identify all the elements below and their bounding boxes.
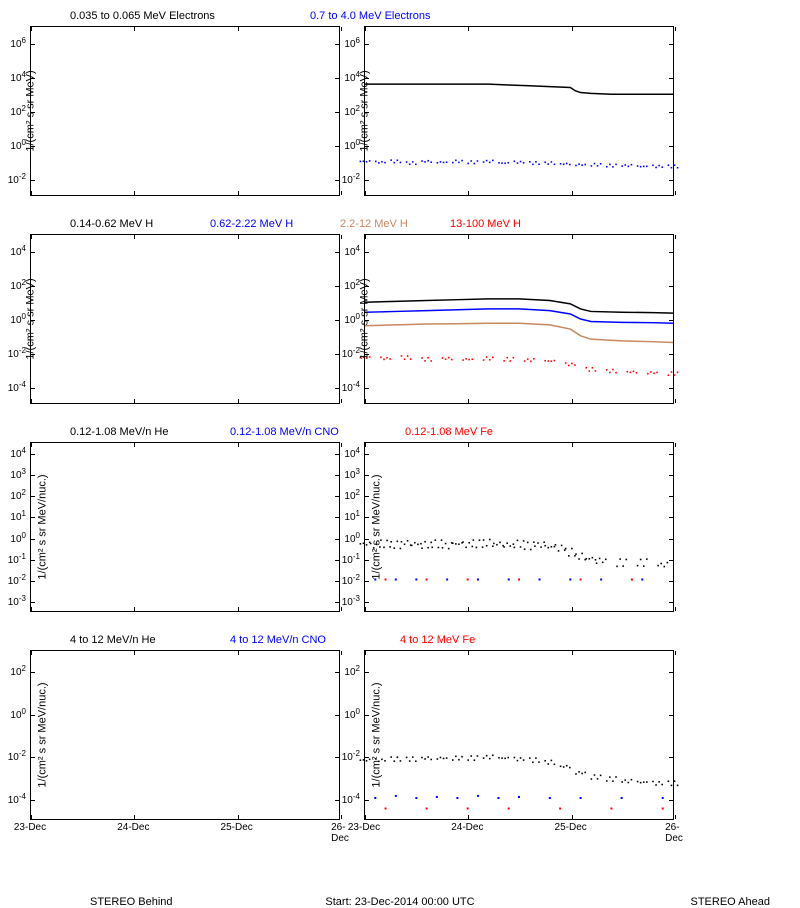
chart-panel-right: 1/(cm² s sr MeV)10-2100102104106	[364, 26, 674, 196]
series-title: 0.12-1.08 MeV Fe	[405, 426, 493, 438]
footer-left: STEREO Behind	[90, 896, 173, 908]
series-title: 4 to 12 MeV/n CNO	[230, 634, 326, 646]
figure-container: 0.035 to 0.065 MeV Electrons 0.7 to 4.0 M…	[0, 0, 800, 900]
series-title: 0.14-0.62 MeV H	[70, 218, 153, 230]
footer-right: STEREO Ahead	[691, 896, 771, 908]
row-titles: 0.035 to 0.065 MeV Electrons 0.7 to 4.0 M…	[30, 10, 790, 26]
row-titles: 0.14-0.62 MeV H 0.62-2.22 MeV H 2.2-12 MeV…	[30, 218, 790, 234]
chart-panel-right: 1/(cm² s sr MeV/nuc.)10-410-210010223-De…	[364, 650, 674, 820]
row-titles: 0.12-1.08 MeV/n He 0.12-1.08 MeV/n CNO 0.1…	[30, 426, 790, 442]
series-title: 4 to 12 MeV/n He	[70, 634, 156, 646]
chart-row: 0.12-1.08 MeV/n He 0.12-1.08 MeV/n CNO 0.1…	[30, 426, 790, 612]
series-title: 0.035 to 0.065 MeV Electrons	[70, 10, 215, 22]
series-title: 0.12-1.08 MeV/n He	[70, 426, 168, 438]
y-axis-label: 1/(cm² s sr MeV/nuc.)	[37, 474, 49, 579]
y-axis-label: 1/(cm² s sr MeV/nuc.)	[371, 474, 383, 579]
series-title: 0.7 to 4.0 MeV Electrons	[310, 10, 430, 22]
series-title: 0.62-2.22 MeV H	[210, 218, 293, 230]
chart-panel-left: 1/(cm² s sr MeV/nuc.)10-310-210-11001011…	[30, 442, 340, 612]
chart-row: 4 to 12 MeV/n He 4 to 12 MeV/n CNO 4 to 12…	[30, 634, 790, 820]
series-title: 4 to 12 MeV Fe	[400, 634, 475, 646]
y-axis-label: 1/(cm² s sr MeV/nuc.)	[371, 682, 383, 787]
y-axis-label: 1/(cm² s sr MeV/nuc.)	[37, 682, 49, 787]
chart-row: 0.14-0.62 MeV H 0.62-2.22 MeV H 2.2-12 MeV…	[30, 218, 790, 404]
row-titles: 4 to 12 MeV/n He 4 to 12 MeV/n CNO 4 to 12…	[30, 634, 790, 650]
series-title: 13-100 MeV H	[450, 218, 521, 230]
panel-grid: 0.035 to 0.065 MeV Electrons 0.7 to 4.0 M…	[30, 10, 790, 880]
chart-panel-left: 1/(cm² s sr MeV)10-410-2100102104	[30, 234, 340, 404]
chart-panel-right: 1/(cm² s sr MeV)10-410-2100102104	[364, 234, 674, 404]
chart-panel-left: 1/(cm² s sr MeV)10-2100102104106	[30, 26, 340, 196]
series-title: 2.2-12 MeV H	[340, 218, 408, 230]
series-title: 0.12-1.08 MeV/n CNO	[230, 426, 339, 438]
chart-panel-right: 1/(cm² s sr MeV/nuc.)10-310-210-11001011…	[364, 442, 674, 612]
chart-panel-left: 1/(cm² s sr MeV/nuc.)10-410-210010223-De…	[30, 650, 340, 820]
footer-center: Start: 23-Dec-2014 00:00 UTC	[325, 896, 474, 908]
chart-row: 0.035 to 0.065 MeV Electrons 0.7 to 4.0 M…	[30, 10, 790, 196]
